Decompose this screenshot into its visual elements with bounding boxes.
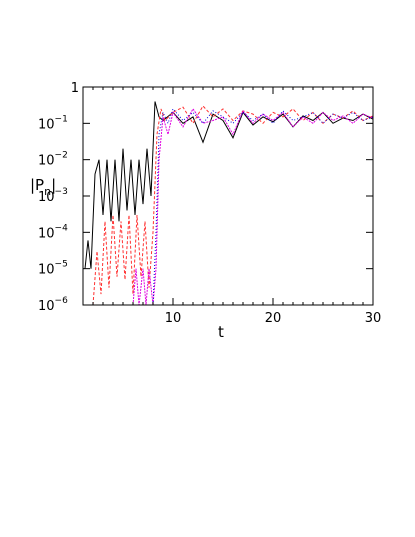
series-layer [84, 101, 374, 306]
y-tick-label: 10−4 [38, 223, 68, 241]
series-line-1 [84, 101, 374, 269]
y-axis-label-main: |P [30, 176, 44, 194]
series-line-3 [132, 107, 374, 306]
axis-layer: 10 20 30 1 10−1 10−2 10−3 10−4 10−5 10−6 [38, 81, 381, 326]
x-tick-label: 30 [365, 311, 382, 326]
y-axis-label-close: | [51, 176, 56, 194]
x-axis-label: t [218, 323, 224, 341]
x-tick-label: 10 [165, 311, 182, 326]
y-tick-label: 10−2 [38, 151, 68, 169]
y-tick-label: 10−6 [38, 296, 68, 314]
y-axis-label: |Pn| [30, 176, 56, 198]
series-line-2 [92, 105, 374, 306]
x-tick-label: 20 [265, 311, 282, 326]
y-tick-label: 10−3 [38, 187, 68, 205]
y-tick-label: 10−1 [38, 114, 68, 132]
y-tick-label: 1 [71, 81, 79, 96]
series-line-4 [152, 107, 374, 306]
y-axis-label-sub: n [44, 185, 51, 198]
y-tick-label: 10−5 [38, 260, 68, 278]
